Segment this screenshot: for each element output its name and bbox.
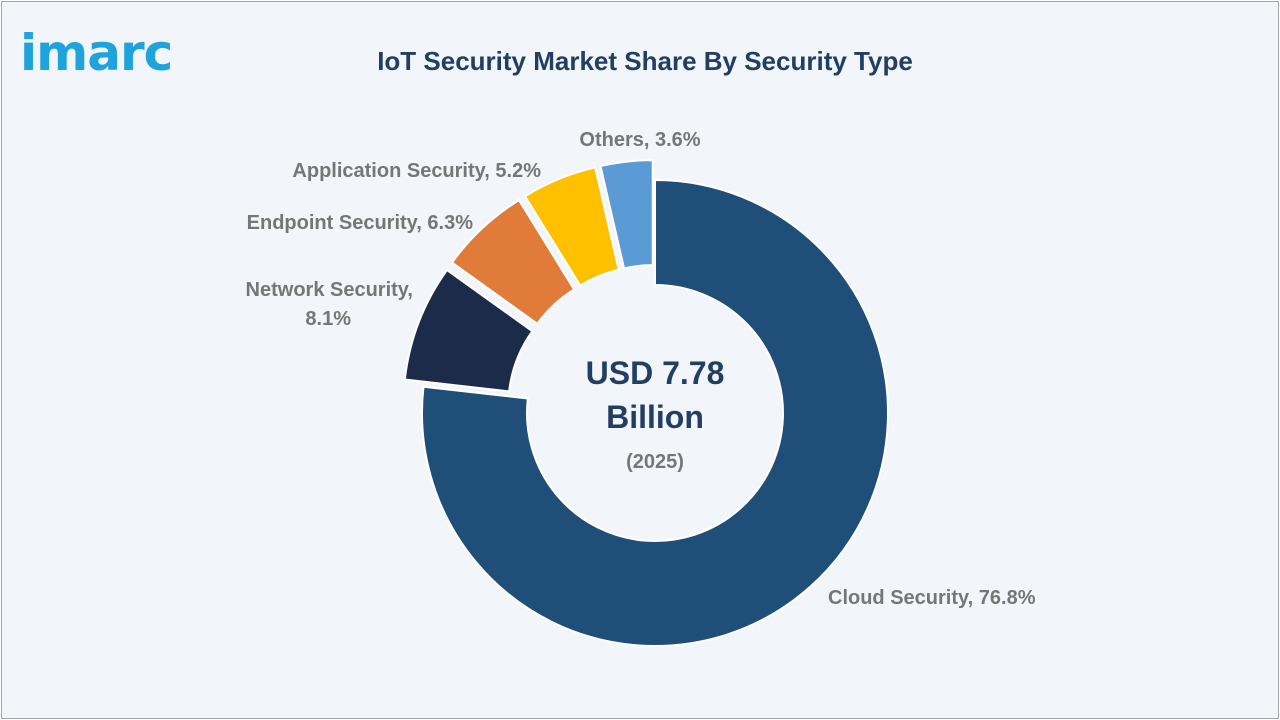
center-unit: Billion [606, 399, 704, 435]
slice-cloud-security [421, 178, 889, 647]
slice-others [599, 159, 654, 270]
slice-endpoint-security [450, 198, 576, 326]
imarc-logo: imarc [20, 24, 173, 82]
label-cloud-security: Cloud Security, 76.8% [828, 587, 1036, 609]
slice-network-security [403, 268, 534, 393]
label-network-security-line1: Network Security, [246, 279, 413, 301]
center-value: USD 7.78 [586, 355, 725, 391]
label-endpoint-security: Endpoint Security, 6.3% [247, 212, 474, 234]
slice-application-security [523, 166, 620, 287]
label-others: Others, 3.6% [579, 129, 700, 151]
chart-title: IoT Security Market Share By Security Ty… [377, 46, 913, 76]
label-network-security-line2: 8.1% [305, 308, 351, 330]
label-application-security: Application Security, 5.2% [292, 160, 541, 182]
center-year: (2025) [626, 451, 684, 473]
donut-slices [403, 159, 889, 647]
